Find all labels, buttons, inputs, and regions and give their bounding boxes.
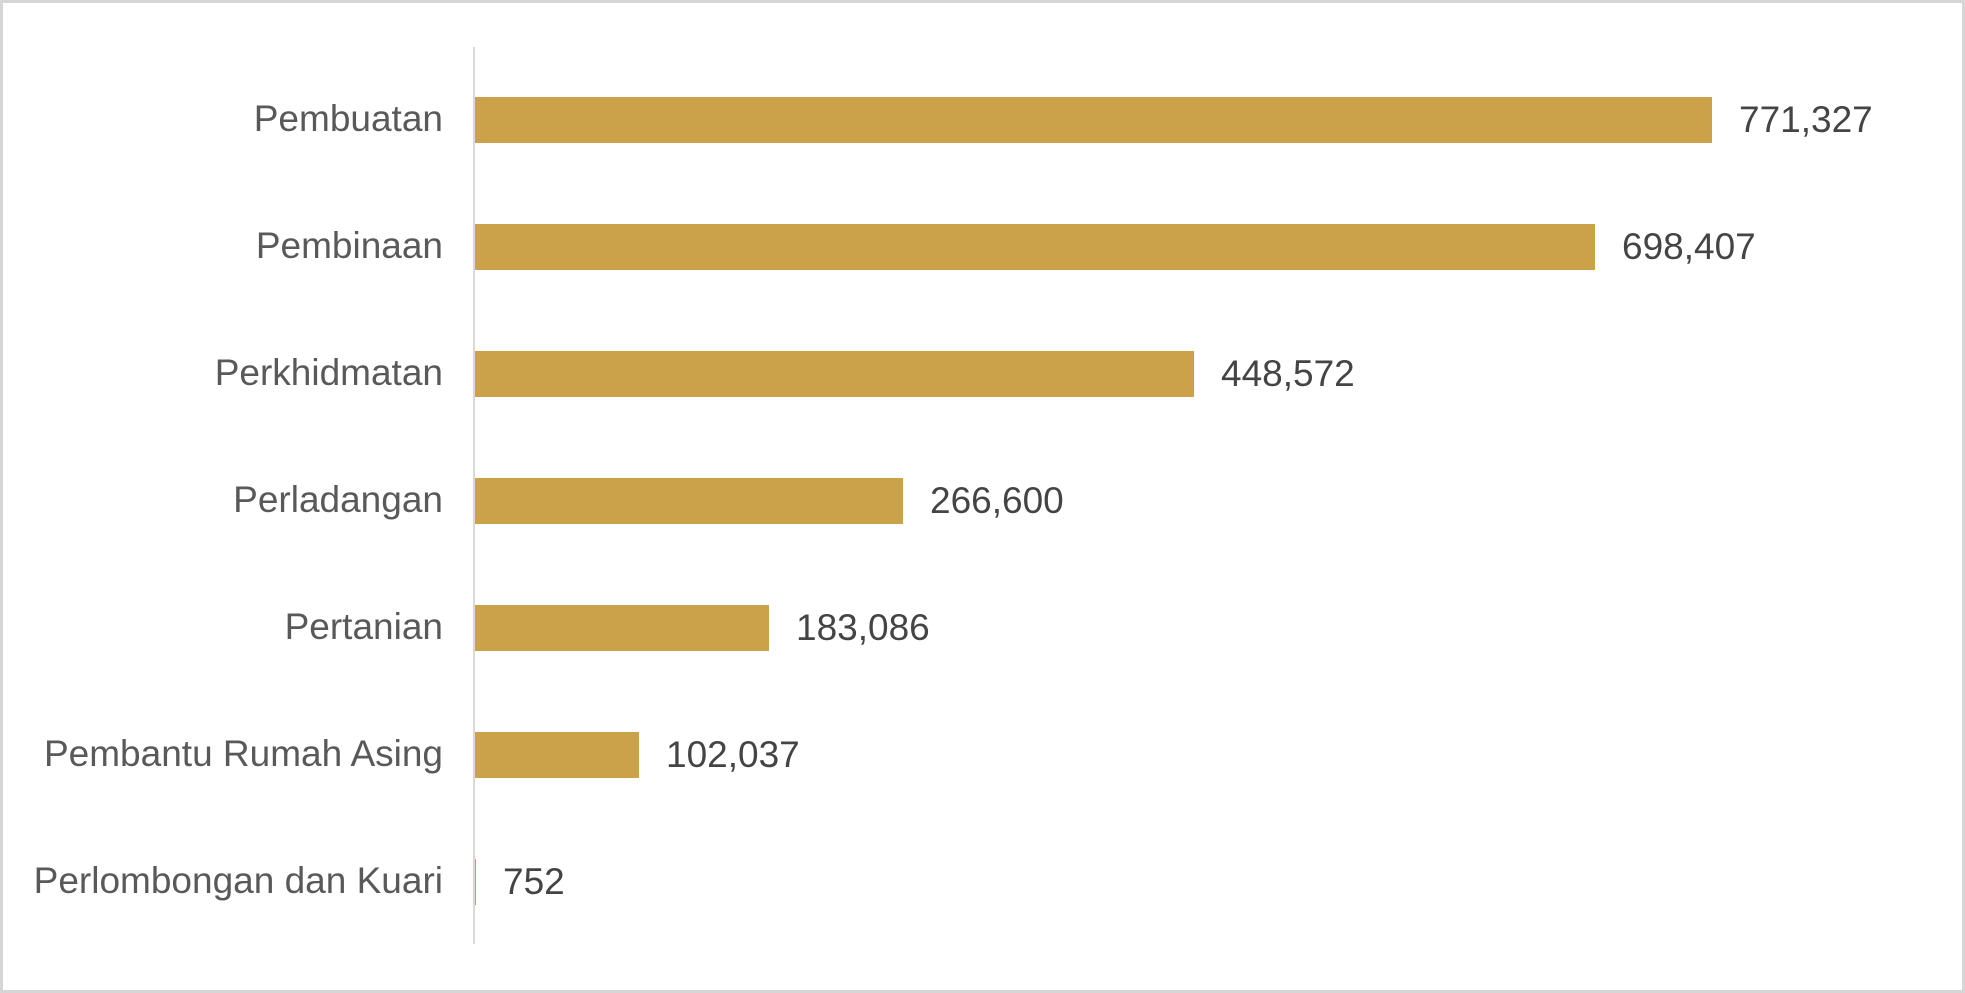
bar-cell: 183,086 xyxy=(473,564,1962,691)
category-label: Perlombongan dan Kuari xyxy=(33,860,443,902)
chart-row: Perlombongan dan Kuari 752 xyxy=(3,818,1962,945)
bar-cell: 698,407 xyxy=(473,183,1962,310)
bar-cell: 102,037 xyxy=(473,691,1962,818)
bar-cell: 752 xyxy=(473,818,1962,945)
bar xyxy=(475,731,639,778)
value-label: 698,407 xyxy=(1622,225,1756,267)
bar-cell: 771,327 xyxy=(473,56,1962,183)
bar-cell: 266,600 xyxy=(473,437,1962,564)
category-label: Perladangan xyxy=(233,479,443,521)
category-axis-line xyxy=(473,47,475,944)
chart-row: Perkhidmatan 448,572 xyxy=(3,310,1962,437)
value-label: 448,572 xyxy=(1221,352,1355,394)
bar xyxy=(475,350,1194,397)
bar-cell: 448,572 xyxy=(473,310,1962,437)
bar xyxy=(475,604,769,651)
value-label: 266,600 xyxy=(930,479,1064,521)
chart-row: Pembuatan 771,327 xyxy=(3,56,1962,183)
category-label: Pembinaan xyxy=(255,225,443,267)
bar xyxy=(475,858,476,905)
chart-row: Perladangan 266,600 xyxy=(3,437,1962,564)
value-label: 102,037 xyxy=(666,733,800,775)
category-label: Pembuatan xyxy=(253,98,443,140)
category-label: Perkhidmatan xyxy=(214,352,443,394)
chart-row: Pembantu Rumah Asing 102,037 xyxy=(3,691,1962,818)
chart-row: Pertanian 183,086 xyxy=(3,564,1962,691)
chart-row: Pembinaan 698,407 xyxy=(3,183,1962,310)
category-label: Pembantu Rumah Asing xyxy=(43,733,443,775)
bar xyxy=(475,477,903,524)
bar xyxy=(475,96,1712,143)
bar xyxy=(475,223,1595,270)
category-label: Pertanian xyxy=(284,606,443,648)
value-label: 183,086 xyxy=(796,606,930,648)
value-label: 752 xyxy=(503,860,565,902)
value-label: 771,327 xyxy=(1739,98,1873,140)
chart-rows: Pembuatan 771,327 Pembinaan 698,407 Perk… xyxy=(3,56,1962,945)
